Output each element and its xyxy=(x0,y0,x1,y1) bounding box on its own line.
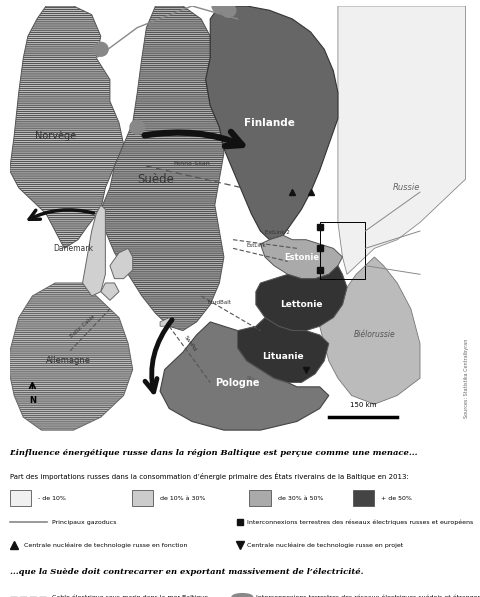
Text: Pologne: Pologne xyxy=(216,377,260,387)
Polygon shape xyxy=(160,318,174,326)
Polygon shape xyxy=(260,235,342,279)
Text: Sources: Statistika Centralbyran: Sources: Statistika Centralbyran xyxy=(465,338,469,418)
Text: Principaux gazoducs: Principaux gazoducs xyxy=(52,520,116,525)
Bar xyxy=(353,491,374,506)
Text: NordBalt: NordBalt xyxy=(207,300,231,305)
Polygon shape xyxy=(10,283,132,430)
Text: Part des importations russes dans la consommation d’énergie primaire des États r: Part des importations russes dans la con… xyxy=(10,472,408,479)
Polygon shape xyxy=(238,318,329,383)
Text: 150 km: 150 km xyxy=(350,402,376,408)
Text: Baltic Cable: Baltic Cable xyxy=(69,314,96,338)
Text: ...que la Suède doit contrecarrer en exportant massivement de l’électricité.: ...que la Suède doit contrecarrer en exp… xyxy=(10,568,363,576)
Polygon shape xyxy=(110,248,132,279)
Circle shape xyxy=(212,0,227,13)
Polygon shape xyxy=(338,6,466,275)
Text: Finlande: Finlande xyxy=(244,118,295,128)
Text: Fenno-Skan: Fenno-Skan xyxy=(174,161,210,166)
Text: L’influence énergétique russe dans la région Baltique est perçue comme une menac: L’influence énergétique russe dans la ré… xyxy=(10,450,418,457)
Polygon shape xyxy=(160,322,329,430)
Text: - de 10%: - de 10% xyxy=(38,496,66,500)
Circle shape xyxy=(221,4,236,17)
Text: Estonie: Estonie xyxy=(284,253,319,261)
Polygon shape xyxy=(101,6,224,331)
Text: Lettonie: Lettonie xyxy=(280,300,323,309)
Polygon shape xyxy=(256,266,347,331)
Text: Allemagne: Allemagne xyxy=(47,356,91,365)
Text: Lituanie: Lituanie xyxy=(263,352,304,361)
Text: Interconnexions terrestres des réseaux électriques suédois et étrangers: Interconnexions terrestres des réseaux é… xyxy=(256,594,480,597)
Text: Ru.: Ru. xyxy=(246,376,256,381)
Text: Danemark: Danemark xyxy=(53,244,94,253)
Text: SwePol: SwePol xyxy=(183,334,198,353)
Bar xyxy=(250,491,271,506)
Text: Centrale nucléaire de technologie russe en projet: Centrale nucléaire de technologie russe … xyxy=(247,543,403,548)
Polygon shape xyxy=(320,257,420,404)
Bar xyxy=(10,491,31,506)
Polygon shape xyxy=(83,205,105,296)
Bar xyxy=(132,491,153,506)
Circle shape xyxy=(232,593,252,597)
Text: N: N xyxy=(29,395,36,405)
Text: Interconnexions terrestres des réseaux électriques russes et européens: Interconnexions terrestres des réseaux é… xyxy=(247,519,473,525)
Polygon shape xyxy=(101,283,119,300)
Text: Biélorussie: Biélorussie xyxy=(354,330,395,340)
Circle shape xyxy=(94,42,108,56)
Polygon shape xyxy=(10,6,123,248)
Text: Centrale nucléaire de technologie russe en fonction: Centrale nucléaire de technologie russe … xyxy=(24,543,187,548)
Text: Cable électrique sous-marin dans la mer Baltique: Cable électrique sous-marin dans la mer … xyxy=(52,594,208,597)
Text: Russie: Russie xyxy=(393,183,420,192)
Circle shape xyxy=(130,120,144,134)
Text: EstLink 2: EstLink 2 xyxy=(265,230,290,235)
Text: Norvège: Norvège xyxy=(35,131,76,141)
Text: + de 50%: + de 50% xyxy=(381,496,412,500)
Text: de 10% à 30%: de 10% à 30% xyxy=(160,496,205,500)
Text: de 30% à 50%: de 30% à 50% xyxy=(277,496,323,500)
Text: Suède: Suède xyxy=(137,173,174,186)
Text: EstLink: EstLink xyxy=(247,244,266,248)
Polygon shape xyxy=(205,6,338,240)
